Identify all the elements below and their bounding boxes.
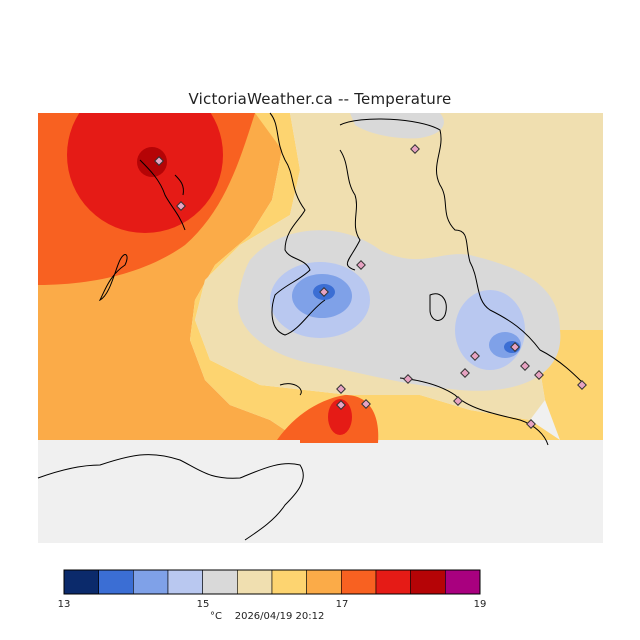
colorbar-swatch <box>167 569 203 595</box>
contour-18to18.5 <box>137 147 167 177</box>
station-marker[interactable] <box>577 380 587 390</box>
station-marker[interactable] <box>403 374 413 384</box>
coastline-nw <box>139 159 186 231</box>
colorbar-swatch <box>410 569 446 595</box>
station-marker[interactable] <box>336 384 346 394</box>
colorbar-frame <box>63 569 481 595</box>
colorbar-swatch <box>375 569 411 595</box>
contour-17to17.5-south <box>275 395 379 443</box>
colorbar-swatch <box>271 569 307 595</box>
colorbar-swatch <box>133 569 169 595</box>
colorbar-swatch <box>202 569 238 595</box>
map-title: VictoriaWeather.ca -- Temperature <box>188 90 452 108</box>
temperature-field <box>38 113 603 443</box>
contour-15.5to16-east <box>540 330 603 440</box>
colorbar-tick-label-13: 13 <box>57 599 71 610</box>
coastline-inner <box>339 149 361 271</box>
station-marker[interactable] <box>510 342 520 352</box>
station-marker[interactable] <box>336 400 346 410</box>
colorbar-caption: °C 2026/04/19 20:12 <box>210 611 324 622</box>
colorbar <box>63 569 481 595</box>
contour-17.5to18-south <box>328 399 352 435</box>
station-marker[interactable] <box>356 260 366 270</box>
station-marker[interactable] <box>319 287 329 297</box>
timestamp: 2026/04/19 20:12 <box>234 611 325 622</box>
southern-landmass <box>38 440 603 543</box>
coastline-island-2 <box>429 293 447 321</box>
colorbar-swatch <box>341 569 377 595</box>
colorbar-swatch <box>306 569 342 595</box>
contour-14to14.5-east <box>455 290 525 370</box>
station-marker[interactable] <box>534 370 544 380</box>
station-marker[interactable] <box>460 368 470 378</box>
station-marker[interactable] <box>154 156 164 166</box>
station-marker[interactable] <box>520 361 530 371</box>
colorbar-tick-label-15: 15 <box>196 599 210 610</box>
station-marker[interactable] <box>410 144 420 154</box>
colorbar-tick-label-17: 17 <box>335 599 349 610</box>
station-marker[interactable] <box>470 351 480 361</box>
station-marker[interactable] <box>361 399 371 409</box>
colorbar-swatch <box>63 569 99 595</box>
weather-stations <box>154 144 587 429</box>
coastline-east <box>269 112 326 336</box>
station-marker[interactable] <box>526 419 536 429</box>
coastline-island <box>98 254 128 302</box>
colorbar-swatch <box>98 569 134 595</box>
coastline-olympic <box>37 454 304 541</box>
contour-15.5to16 <box>190 113 560 440</box>
station-marker[interactable] <box>453 396 463 406</box>
colorbar-swatch <box>237 569 273 595</box>
colorbar-tick-label-19: 19 <box>473 599 487 610</box>
coastline-saanich <box>339 118 586 386</box>
unit-label: °C <box>210 611 222 622</box>
station-marker[interactable] <box>176 201 186 211</box>
coastlines <box>37 112 586 541</box>
coastline-south <box>279 377 549 446</box>
colorbar-swatch <box>445 569 481 595</box>
